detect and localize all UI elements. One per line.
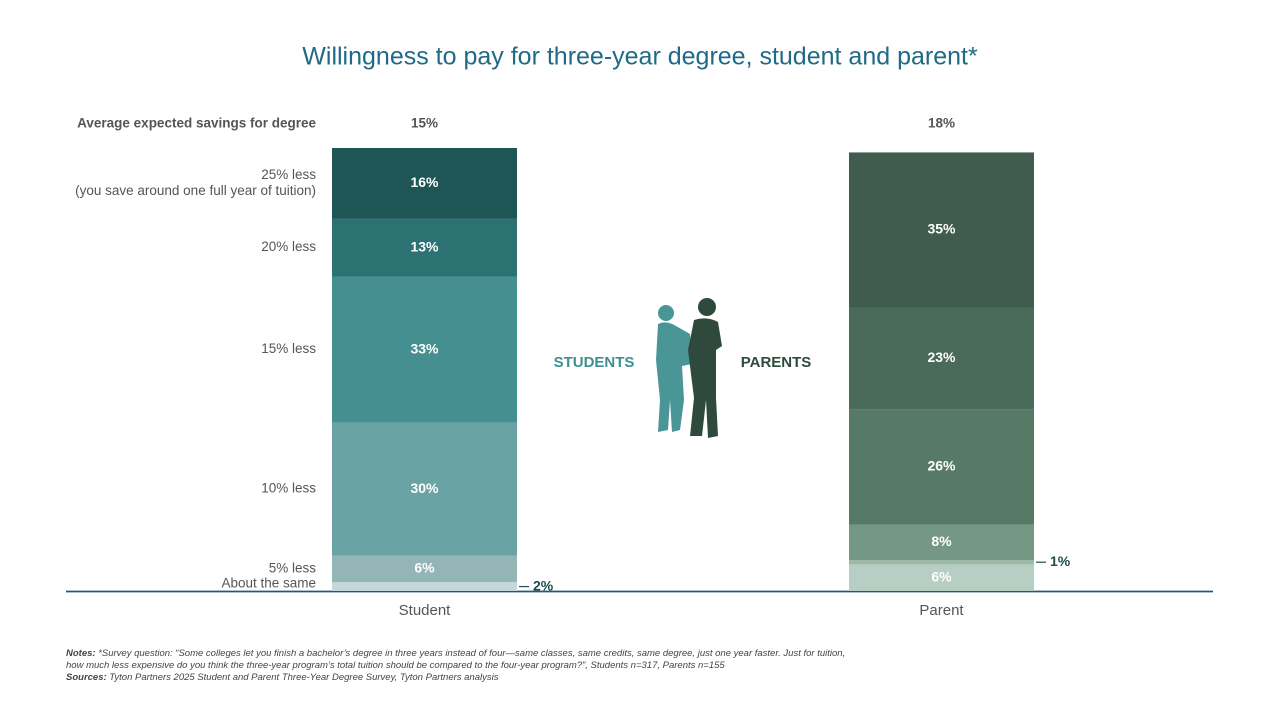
notes-label: Notes:: [66, 648, 96, 659]
savings-value: 18%: [928, 116, 955, 131]
data-label: 16%: [410, 174, 439, 190]
data-label: 30%: [410, 480, 439, 496]
silhouette-parent: [688, 298, 722, 438]
bar-segment: [332, 555, 517, 583]
bar-segment: [849, 152, 1034, 308]
row-label: About the same: [221, 576, 316, 591]
notes: Notes: *Survey question: “Some colleges …: [66, 648, 856, 672]
data-label: 33%: [410, 340, 439, 356]
savings-label: Average expected savings for degree: [77, 116, 316, 131]
data-label: 26%: [927, 458, 956, 474]
bar-segment: [332, 276, 517, 423]
group-label: STUDENTS: [554, 354, 635, 371]
bar-segment: [332, 422, 517, 556]
bar-segment: [332, 148, 517, 219]
row-label: 15% less: [261, 341, 316, 356]
sources-text: Tyton Partners 2025 Student and Parent T…: [109, 672, 499, 683]
x-tick-label: Parent: [919, 602, 964, 619]
data-label: 1%: [1050, 553, 1071, 569]
row-label: 5% less: [269, 560, 317, 575]
bar-segment: [849, 564, 1034, 591]
bar-segment: [849, 409, 1034, 525]
bar-segment: [849, 559, 1034, 565]
data-label: 6%: [414, 560, 435, 576]
bar-segment: [332, 582, 517, 591]
row-label: 25% less: [261, 167, 316, 182]
x-tick-label: Student: [399, 602, 452, 619]
savings-value: 15%: [411, 116, 438, 131]
sources: Sources: Tyton Partners 2025 Student and…: [66, 672, 856, 684]
bar-segment: [849, 524, 1034, 560]
bar-segment: [849, 307, 1034, 410]
data-label: 8%: [931, 533, 952, 549]
bar-segment: [332, 218, 517, 277]
row-label: 10% less: [261, 481, 316, 496]
silhouette-student: [656, 305, 692, 432]
sources-label: Sources:: [66, 672, 107, 683]
data-label: 6%: [931, 568, 952, 584]
data-label: 35%: [927, 221, 956, 237]
group-label: PARENTS: [741, 354, 812, 371]
data-label: 23%: [927, 349, 956, 365]
chart-title: Willingness to pay for three-year degree…: [302, 43, 978, 71]
data-label: 2%: [533, 577, 554, 593]
row-label-detail: (you save around one full year of tuitio…: [75, 183, 316, 198]
notes-text: *Survey question: “Some colleges let you…: [66, 648, 846, 671]
row-label: 20% less: [261, 239, 316, 254]
data-label: 13%: [410, 238, 439, 254]
